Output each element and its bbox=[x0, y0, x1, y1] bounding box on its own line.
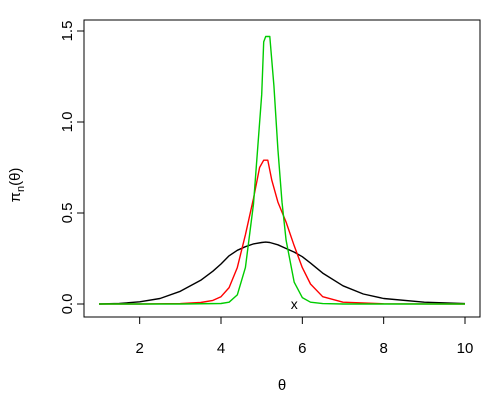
y-axis-label-argument: (θ) bbox=[7, 168, 24, 186]
x-tick-label: 10 bbox=[457, 340, 474, 357]
annotation-x: x bbox=[291, 296, 298, 312]
y-tick-label: 0.5 bbox=[59, 203, 76, 224]
series-layer bbox=[98, 35, 466, 305]
series-line-1 bbox=[98, 241, 466, 305]
y-tick-label: 1.5 bbox=[59, 21, 76, 42]
x-tick-label: 4 bbox=[217, 340, 225, 357]
y-tick-label: 0.0 bbox=[59, 294, 76, 315]
x-axis: 2 4 6 8 10 bbox=[135, 316, 474, 357]
x-tick-label: 8 bbox=[379, 340, 387, 357]
y-axis-label-symbol: π bbox=[7, 192, 24, 202]
y-axis-label-subscript: n bbox=[15, 186, 27, 192]
y-tick-label: 1.0 bbox=[59, 112, 76, 133]
x-tick-label: 6 bbox=[298, 340, 306, 357]
series-line-3 bbox=[99, 35, 465, 305]
x-axis-label: θ bbox=[278, 377, 286, 394]
series-line-2 bbox=[99, 159, 466, 305]
plot-frame bbox=[83, 19, 481, 318]
x-tick-label: 2 bbox=[135, 340, 143, 357]
y-axis: 0.0 0.5 1.0 1.5 bbox=[59, 21, 85, 315]
y-axis-label: πn(θ) bbox=[7, 168, 27, 203]
